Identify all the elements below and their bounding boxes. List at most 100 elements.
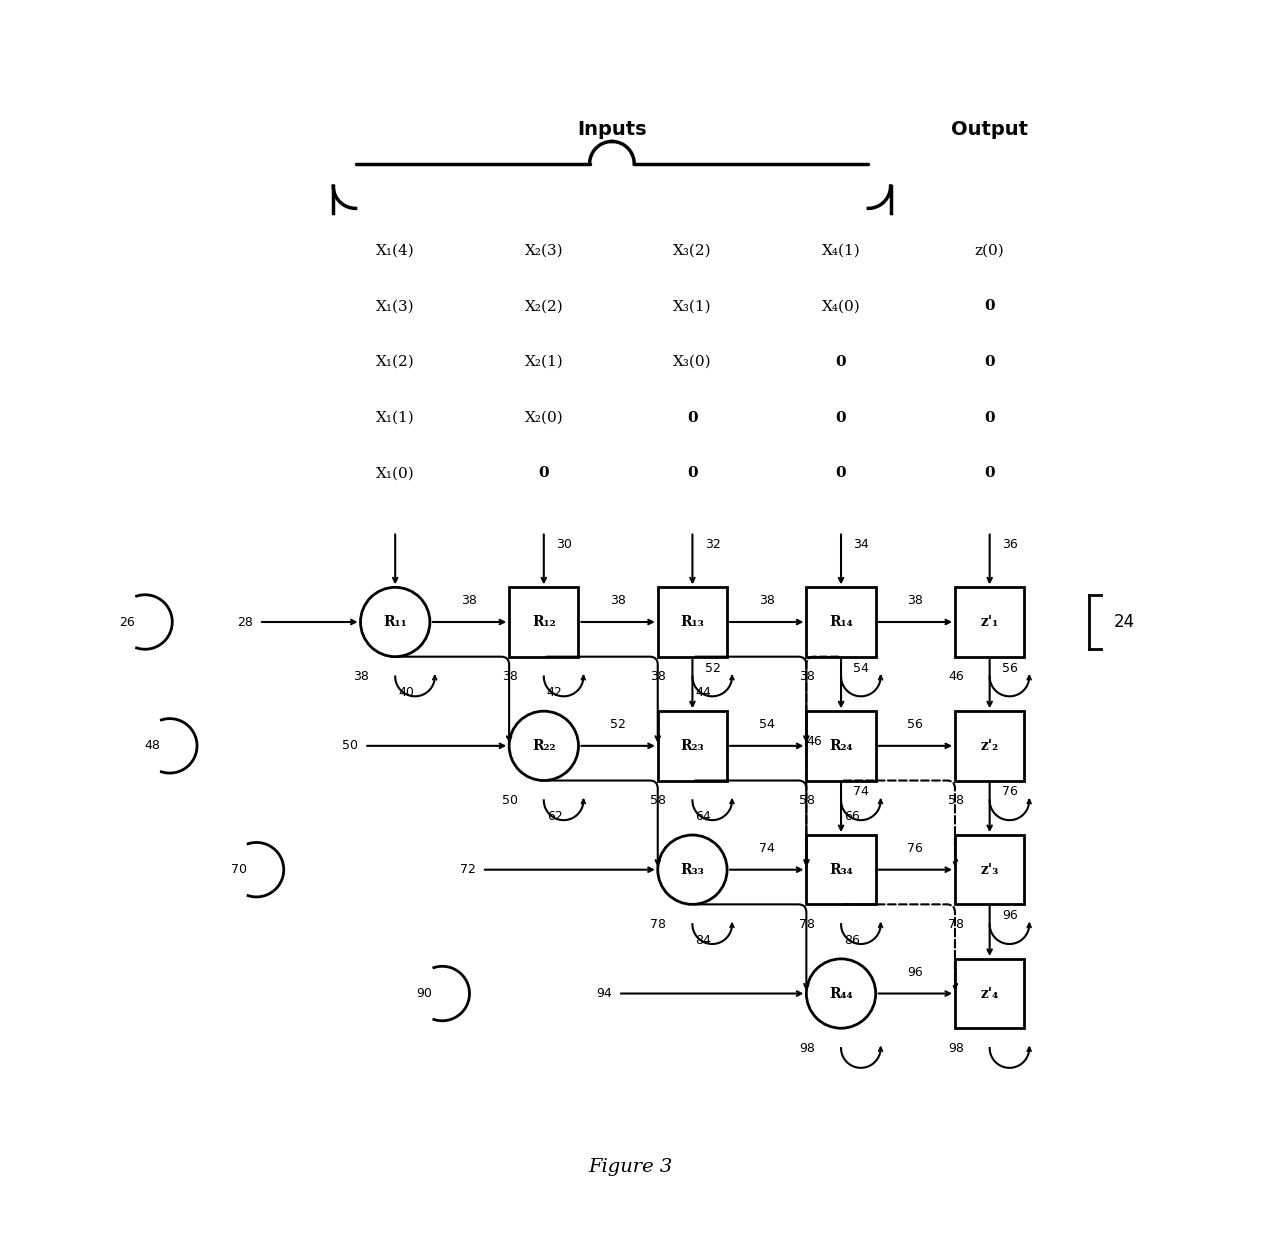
- Text: 44: 44: [695, 685, 711, 699]
- Text: 50: 50: [342, 739, 358, 753]
- Bar: [806, 712, 875, 780]
- Text: 74: 74: [854, 785, 869, 799]
- Text: Inputs: Inputs: [578, 119, 647, 138]
- Text: 28: 28: [237, 616, 252, 628]
- Text: 38: 38: [462, 595, 478, 607]
- Text: Output: Output: [951, 119, 1028, 138]
- Text: z'₁: z'₁: [981, 615, 999, 629]
- Text: 54: 54: [854, 662, 869, 674]
- Text: 94: 94: [596, 986, 612, 1000]
- Text: 0: 0: [985, 411, 995, 424]
- Text: 84: 84: [695, 933, 711, 947]
- Text: 64: 64: [695, 810, 711, 822]
- Text: R₂₂: R₂₂: [532, 739, 556, 753]
- Bar: [955, 712, 1024, 780]
- Text: X₂(2): X₂(2): [525, 300, 564, 313]
- Bar: [806, 835, 875, 904]
- Text: 96: 96: [908, 965, 923, 979]
- Text: 86: 86: [844, 933, 860, 947]
- Text: 78: 78: [651, 918, 666, 931]
- Text: X₃(0): X₃(0): [673, 355, 711, 369]
- Text: 74: 74: [759, 842, 774, 855]
- Text: 66: 66: [844, 810, 860, 822]
- Text: 0: 0: [836, 466, 846, 480]
- Text: 52: 52: [705, 662, 721, 674]
- Text: 58: 58: [948, 794, 963, 807]
- Text: 38: 38: [353, 671, 369, 683]
- Text: z(0): z(0): [975, 244, 1005, 258]
- Text: R₃₄: R₃₄: [830, 862, 852, 877]
- Text: 96: 96: [1002, 909, 1018, 922]
- Text: 54: 54: [759, 718, 774, 731]
- Text: X₂(3): X₂(3): [525, 244, 564, 258]
- Text: 36: 36: [1002, 537, 1018, 551]
- Text: 50: 50: [502, 794, 518, 807]
- Text: R₁₃: R₁₃: [681, 615, 705, 629]
- Text: R₁₄: R₁₄: [830, 615, 852, 629]
- Bar: [955, 587, 1024, 657]
- Text: R₂₃: R₂₃: [681, 739, 704, 753]
- Text: 56: 56: [1002, 662, 1018, 674]
- Text: 98: 98: [799, 1041, 815, 1055]
- Text: 0: 0: [836, 411, 846, 424]
- Text: 78: 78: [948, 918, 963, 931]
- Text: 98: 98: [948, 1041, 963, 1055]
- Text: 46: 46: [807, 735, 822, 749]
- Text: X₄(1): X₄(1): [822, 244, 860, 258]
- Text: 34: 34: [854, 537, 869, 551]
- Text: X₄(0): X₄(0): [822, 300, 860, 313]
- Text: 38: 38: [759, 595, 774, 607]
- Text: 38: 38: [610, 595, 625, 607]
- Text: 56: 56: [908, 718, 923, 731]
- Text: 62: 62: [546, 810, 562, 822]
- Text: 58: 58: [799, 794, 815, 807]
- Bar: [955, 959, 1024, 1029]
- Bar: [955, 835, 1024, 904]
- Text: 30: 30: [556, 537, 572, 551]
- Text: X₂(1): X₂(1): [525, 355, 564, 369]
- Text: 76: 76: [908, 842, 923, 855]
- Text: 76: 76: [1002, 785, 1018, 799]
- Text: 0: 0: [985, 355, 995, 369]
- Text: R₁₂: R₁₂: [532, 615, 556, 629]
- Text: 78: 78: [799, 918, 815, 931]
- Text: X₃(1): X₃(1): [673, 300, 711, 313]
- Bar: [806, 587, 875, 657]
- Text: X₁(1): X₁(1): [376, 411, 415, 424]
- Text: R₃₃: R₃₃: [681, 862, 705, 877]
- Text: 42: 42: [546, 685, 562, 699]
- Text: 72: 72: [460, 863, 475, 876]
- Bar: [658, 587, 728, 657]
- Text: 24: 24: [1113, 613, 1135, 631]
- Text: 38: 38: [502, 671, 518, 683]
- Text: 58: 58: [651, 794, 666, 807]
- Bar: [658, 712, 728, 780]
- Text: R₄₄: R₄₄: [830, 986, 852, 1000]
- Text: 46: 46: [948, 671, 963, 683]
- Bar: [509, 587, 579, 657]
- Text: Figure 3: Figure 3: [589, 1158, 672, 1176]
- Text: X₁(4): X₁(4): [376, 244, 415, 258]
- Text: 38: 38: [908, 595, 923, 607]
- Text: 26: 26: [120, 616, 135, 628]
- Text: 70: 70: [231, 863, 247, 876]
- Text: 90: 90: [416, 986, 433, 1000]
- Text: 0: 0: [538, 466, 549, 480]
- Text: X₂(0): X₂(0): [525, 411, 564, 424]
- Text: 38: 38: [651, 671, 666, 683]
- Text: 0: 0: [687, 411, 697, 424]
- Text: 32: 32: [705, 537, 720, 551]
- Text: 48: 48: [144, 739, 160, 753]
- Text: z'₂: z'₂: [981, 739, 999, 753]
- Text: R₁₁: R₁₁: [383, 615, 407, 629]
- Text: 0: 0: [836, 355, 846, 369]
- Text: X₃(2): X₃(2): [673, 244, 711, 258]
- Text: X₁(2): X₁(2): [376, 355, 415, 369]
- Text: 40: 40: [398, 685, 414, 699]
- Text: z'₃: z'₃: [981, 862, 999, 877]
- Text: 0: 0: [985, 300, 995, 313]
- Text: 38: 38: [799, 671, 815, 683]
- Text: X₁(0): X₁(0): [376, 466, 415, 480]
- Text: 0: 0: [985, 466, 995, 480]
- Text: R₂₄: R₂₄: [830, 739, 852, 753]
